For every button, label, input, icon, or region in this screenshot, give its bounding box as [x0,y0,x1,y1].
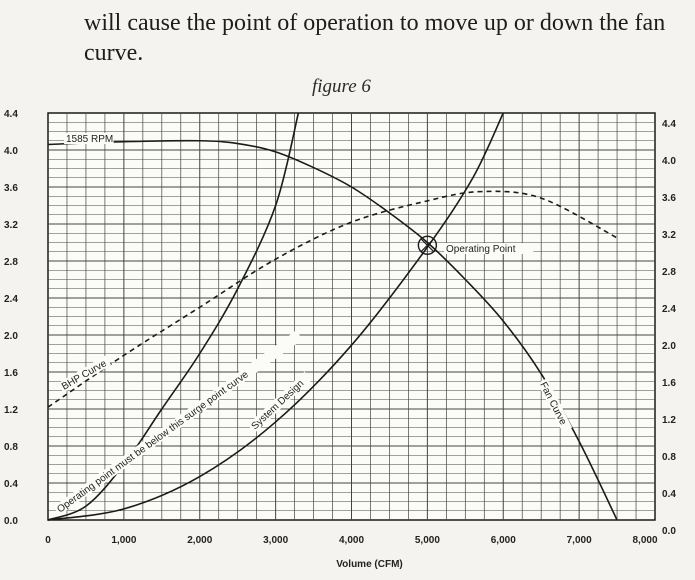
y-tick-label-left: 0.0 [4,516,18,527]
y-tick-label-left: 4.0 [4,146,18,157]
label-fan-curve-bg [537,378,573,433]
y-tick-label-right: 0.8 [662,452,676,463]
y-tick-label-left: 2.0 [4,331,18,342]
x-tick-label: 1,000 [111,535,136,546]
y-tick-label-right: 3.2 [662,230,676,241]
y-tick-label-right: 2.8 [662,267,676,278]
y-tick-label-right: 4.4 [662,119,676,130]
chart-ticks: 0.0 0.0 0.4 0.4 0.8 0.8 1.2 1.2 1.6 1.6 2.0 2.0 2.4 2… [4,109,676,546]
y-tick-label-right: 1.6 [662,378,676,389]
x-tick-label: 6,000 [491,535,516,546]
y-tick-label-left: 2.8 [4,257,18,268]
label-surge-curve-bg [53,330,303,516]
y-tick-label-left: 3.2 [4,220,18,231]
y-tick-label-right: 4.0 [662,156,676,167]
series-line-bhp-curve [47,190,618,408]
y-tick-label-left: 3.6 [4,183,18,194]
y-tick-label-right: 1.2 [662,415,676,426]
label-1585-rpm-bg [64,133,114,144]
x-axis-title: Volume (CFM) [336,559,402,570]
y-tick-label-left: 0.8 [4,442,18,453]
x-tick-label: 0 [45,535,51,546]
chart-series [47,112,618,521]
y-tick-label-right: 3.6 [662,193,676,204]
series-line-system-design [47,112,504,521]
y-tick-label-left: 0.4 [4,479,18,490]
label-bhp-curve-bg [57,355,112,393]
x-tick-label: 5,000 [415,535,440,546]
y-tick-label-right: 0.4 [662,489,676,500]
label-operating-point-text: Operating Point [446,244,516,255]
y-tick-label-right: 2.4 [662,304,676,315]
label-1585-rpm-text: 1585 RPM [66,134,113,145]
intro-paragraph: will cause the point of operation to mov… [84,10,666,66]
y-tick-label-right: 2.0 [662,341,676,352]
y-tick-label-left: 1.6 [4,368,18,379]
series-line-operating-point-must-be-below-this-surge [47,112,300,521]
x-tick-label: 2,000 [187,535,212,546]
label-1585-rpm: 1585 RPM [64,133,114,145]
operating-point-cross [420,238,435,253]
label-operating-point: Operating Point [444,243,534,255]
y-tick-label-left: 4.4 [4,109,18,120]
series-line-fan-curve [47,139,618,521]
x-tick-label: 8,000 [632,535,657,546]
label-operating-point-bg [444,243,534,254]
figure-caption: figure 6 [312,76,371,97]
label-system-design-bg [247,371,313,433]
x-tick-label: 3,000 [263,535,288,546]
x-tick-label: 4,000 [339,535,364,546]
y-tick-label-left: 1.2 [4,405,18,416]
chart-grid [47,112,656,521]
y-tick-label-right: 0.0 [662,526,676,537]
x-tick-label: 7,000 [567,535,592,546]
y-tick-label-left: 2.4 [4,294,18,305]
operating-point-marker [417,235,438,255]
